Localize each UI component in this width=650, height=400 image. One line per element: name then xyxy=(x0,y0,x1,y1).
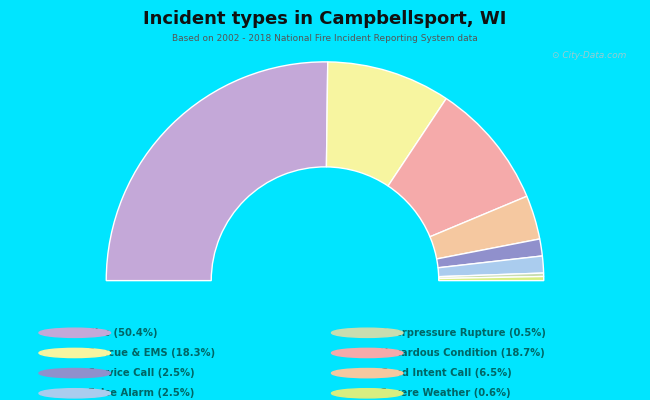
Text: Hazardous Condition (18.7%): Hazardous Condition (18.7%) xyxy=(380,348,545,358)
Circle shape xyxy=(332,328,403,338)
Text: False Alarm (2.5%): False Alarm (2.5%) xyxy=(88,388,194,398)
Text: Service Call (2.5%): Service Call (2.5%) xyxy=(88,368,194,378)
Wedge shape xyxy=(438,256,543,277)
Circle shape xyxy=(39,348,111,358)
Wedge shape xyxy=(388,98,527,237)
Wedge shape xyxy=(430,196,540,259)
Text: Good Intent Call (6.5%): Good Intent Call (6.5%) xyxy=(380,368,512,378)
Wedge shape xyxy=(439,273,543,278)
Wedge shape xyxy=(106,62,328,281)
Text: Incident types in Campbellsport, WI: Incident types in Campbellsport, WI xyxy=(143,10,507,28)
Wedge shape xyxy=(439,276,544,281)
Text: Rescue & EMS (18.3%): Rescue & EMS (18.3%) xyxy=(88,348,215,358)
Circle shape xyxy=(332,389,403,398)
Circle shape xyxy=(39,328,111,338)
Circle shape xyxy=(39,389,111,398)
Text: Based on 2002 - 2018 National Fire Incident Reporting System data: Based on 2002 - 2018 National Fire Incid… xyxy=(172,34,478,43)
Text: Overpressure Rupture (0.5%): Overpressure Rupture (0.5%) xyxy=(380,328,546,338)
Wedge shape xyxy=(326,62,447,186)
Text: Severe Weather (0.6%): Severe Weather (0.6%) xyxy=(380,388,511,398)
Wedge shape xyxy=(437,239,542,268)
Circle shape xyxy=(332,348,403,358)
Text: ⊙ City-Data.com: ⊙ City-Data.com xyxy=(552,51,627,60)
Text: Fire (50.4%): Fire (50.4%) xyxy=(88,328,157,338)
Circle shape xyxy=(332,368,403,378)
Circle shape xyxy=(39,368,111,378)
